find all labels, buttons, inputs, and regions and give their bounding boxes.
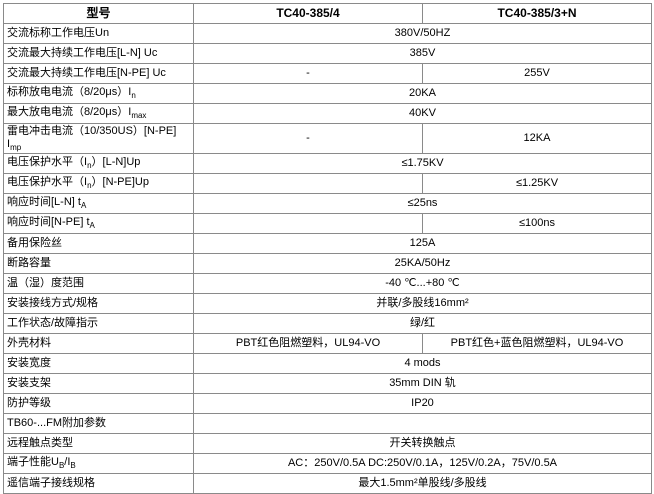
table-row: 温（湿）度范围 -40 ℃...+80 ℃ xyxy=(3,272,652,294)
table-body: 型号 TC40-385/4 TC40-385/3+N 交流标称工作电压Un 38… xyxy=(3,3,652,494)
row-value-span: 25KA/50Hz xyxy=(193,252,652,274)
row-label: 电压保护水平（In）[N-PE]Up xyxy=(3,172,194,194)
row-label: 电压保护水平（In）[L-N]Up xyxy=(3,152,194,174)
row-value-span: ≤1.75KV xyxy=(193,152,652,174)
header-cell-model-b: TC40-385/3+N xyxy=(422,3,652,24)
row-value-span: IP20 xyxy=(193,392,652,414)
row-label: 安装接线方式/规格 xyxy=(3,292,194,314)
row-value-span: 40KV xyxy=(193,103,652,124)
row-value-span: 380V/50HZ xyxy=(193,23,652,44)
table-row: 标称放电电流（8/20μs）In 20KA xyxy=(3,83,652,104)
table-row: 端子性能UB/IB AC：250V/0.5A DC:250V/0.1A，125V… xyxy=(3,452,652,474)
row-value-a: - xyxy=(193,123,423,154)
table-row: 最大放电电流（8/20μs）Imax 40KV xyxy=(3,103,652,124)
row-label: 最大放电电流（8/20μs）Imax xyxy=(3,103,194,124)
row-label: TB60-...FM附加参数 xyxy=(3,412,194,434)
row-value-span: 125A xyxy=(193,232,652,254)
row-label: 备用保险丝 xyxy=(3,232,194,254)
row-value-a xyxy=(193,172,423,194)
row-label: 远程触点类型 xyxy=(3,432,194,454)
row-value-b: 255V xyxy=(422,63,652,84)
row-label: 安装支架 xyxy=(3,372,194,394)
row-label: 响应时间[L-N] tA xyxy=(3,192,194,214)
row-label: 雷电冲击电流（10/350US）[N-PE] Imp xyxy=(3,123,194,154)
row-value-b: ≤1.25KV xyxy=(422,172,652,194)
table-row: TB60-...FM附加参数 xyxy=(3,412,652,434)
row-value-span: 最大1.5mm²单股线/多股线 xyxy=(193,472,652,494)
table-row: 防护等级 IP20 xyxy=(3,392,652,414)
table-row: 安装支架 35mm DIN 轨 xyxy=(3,372,652,394)
table-row: 安装接线方式/规格 并联/多股线16mm² xyxy=(3,292,652,314)
row-value-a: - xyxy=(193,63,423,84)
table-row: 交流标称工作电压Un 380V/50HZ xyxy=(3,23,652,44)
row-value-b: PBT红色+蓝色阻燃塑料，UL94-VO xyxy=(422,332,652,354)
row-label: 响应时间[N-PE] tA xyxy=(3,212,194,234)
row-value-span xyxy=(193,412,652,434)
row-value-b: 12KA xyxy=(422,123,652,154)
specification-table: 型号 TC40-385/4 TC40-385/3+N 交流标称工作电压Un 38… xyxy=(3,3,652,494)
row-value-span: 开关转换触点 xyxy=(193,432,652,454)
row-label: 遥信端子接线规格 xyxy=(3,472,194,494)
table-row: 遥信端子接线规格 最大1.5mm²单股线/多股线 xyxy=(3,472,652,494)
row-value-span: 4 mods xyxy=(193,352,652,374)
row-value-a xyxy=(193,212,423,234)
row-value-span: -40 ℃...+80 ℃ xyxy=(193,272,652,294)
row-value-a: PBT红色阻燃塑料，UL94-VO xyxy=(193,332,423,354)
table-row: 雷电冲击电流（10/350US）[N-PE] Imp - 12KA xyxy=(3,123,652,154)
header-cell-model: 型号 xyxy=(3,3,194,24)
row-label: 交流标称工作电压Un xyxy=(3,23,194,44)
row-value-b: ≤100ns xyxy=(422,212,652,234)
row-value-span: 385V xyxy=(193,43,652,64)
table-row: 工作状态/故障指示 绿/红 xyxy=(3,312,652,334)
row-value-span: 20KA xyxy=(193,83,652,104)
table-row: 响应时间[N-PE] tA ≤100ns xyxy=(3,212,652,234)
row-label: 外壳材料 xyxy=(3,332,194,354)
table-row: 远程触点类型 开关转换触点 xyxy=(3,432,652,454)
table-row: 电压保护水平（In）[N-PE]Up ≤1.25KV xyxy=(3,172,652,194)
row-label: 工作状态/故障指示 xyxy=(3,312,194,334)
row-value-span: 绿/红 xyxy=(193,312,652,334)
table-row: 交流最大持续工作电压[N-PE] Uc - 255V xyxy=(3,63,652,84)
table-row: 响应时间[L-N] tA ≤25ns xyxy=(3,192,652,214)
row-label: 安装宽度 xyxy=(3,352,194,374)
spec-sheet: 型号 TC40-385/4 TC40-385/3+N 交流标称工作电压Un 38… xyxy=(3,3,652,494)
row-label: 断路容量 xyxy=(3,252,194,274)
table-row: 安装宽度 4 mods xyxy=(3,352,652,374)
row-label: 标称放电电流（8/20μs）In xyxy=(3,83,194,104)
row-label: 交流最大持续工作电压[L-N] Uc xyxy=(3,43,194,64)
row-value-span: 35mm DIN 轨 xyxy=(193,372,652,394)
row-label: 交流最大持续工作电压[N-PE] Uc xyxy=(3,63,194,84)
table-row: 交流最大持续工作电压[L-N] Uc 385V xyxy=(3,43,652,64)
row-value-span: 并联/多股线16mm² xyxy=(193,292,652,314)
table-row: 电压保护水平（In）[L-N]Up ≤1.75KV xyxy=(3,152,652,174)
row-label: 温（湿）度范围 xyxy=(3,272,194,294)
table-row: 备用保险丝 125A xyxy=(3,232,652,254)
table-header-row: 型号 TC40-385/4 TC40-385/3+N xyxy=(3,3,652,24)
table-row: 外壳材料 PBT红色阻燃塑料，UL94-VO PBT红色+蓝色阻燃塑料，UL94… xyxy=(3,332,652,354)
header-cell-model-a: TC40-385/4 xyxy=(193,3,423,24)
row-label: 防护等级 xyxy=(3,392,194,414)
table-row: 断路容量 25KA/50Hz xyxy=(3,252,652,274)
row-label: 端子性能UB/IB xyxy=(3,452,194,474)
row-value-span: ≤25ns xyxy=(193,192,652,214)
row-value-span: AC：250V/0.5A DC:250V/0.1A，125V/0.2A，75V/… xyxy=(193,452,652,474)
